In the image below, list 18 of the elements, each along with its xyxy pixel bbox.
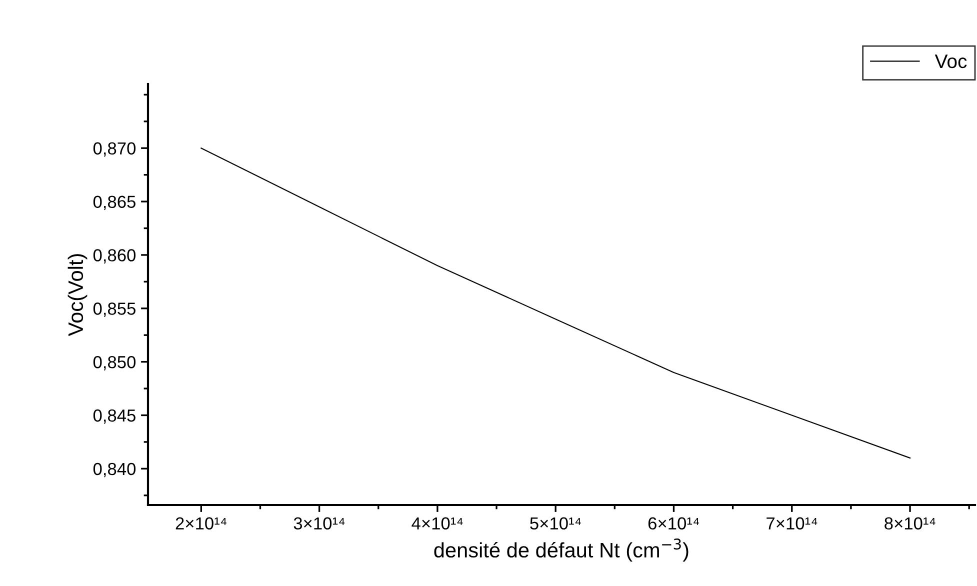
y-tick-label: 0,860 [93, 249, 136, 264]
x-axis-title: densité de défaut Nt (cm$^{−3}$) [434, 538, 688, 562]
y-axis-title: Voc(Volt) [68, 254, 88, 336]
y-tick-label: 0,845 [93, 409, 136, 424]
x-tick-label: 8×10¹⁴ [884, 517, 936, 530]
legend-label: Voc [934, 54, 967, 68]
y-tick-label: 0,840 [93, 462, 136, 478]
x-tick-label: 3×10¹⁴ [294, 517, 345, 530]
x-tick-label: 4×10¹⁴ [412, 517, 463, 530]
x-tick-label: 6×10¹⁴ [648, 517, 700, 530]
x-tick-label: 7×10¹⁴ [766, 517, 818, 530]
y-tick-label: 0,855 [93, 302, 136, 317]
x-tick-label: 5×10¹⁴ [530, 517, 581, 530]
line-series [200, 148, 911, 459]
y-tick-label: 0,870 [93, 142, 136, 157]
x-tick-label: 2×10¹⁴ [176, 517, 226, 530]
y-tick-label: 0,865 [93, 196, 136, 210]
y-tick-label: 0,850 [93, 356, 136, 370]
